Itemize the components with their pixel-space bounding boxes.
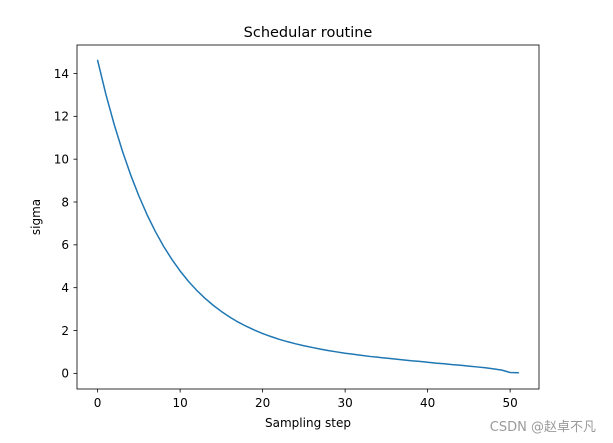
y-tick-label: 4: [61, 281, 69, 295]
x-tick-label: 10: [172, 396, 187, 410]
x-axis-label: Sampling step: [265, 416, 351, 430]
y-axis-label: sigma: [29, 199, 43, 235]
y-tick-label: 10: [54, 152, 69, 166]
axes-frame: [76, 44, 540, 390]
y-tick-label: 14: [54, 67, 69, 81]
x-tick-label: 30: [337, 396, 352, 410]
y-tick-label: 6: [61, 238, 69, 252]
sigma-series-line: [96, 59, 520, 374]
y-tick-label: 2: [61, 324, 69, 338]
x-axis: 0 10 20 30 40 50: [94, 389, 518, 410]
y-tick-label: 12: [54, 110, 69, 124]
chart-title: Schedular routine: [244, 25, 373, 41]
y-tick-label: 0: [61, 367, 69, 381]
x-tick-label: 40: [420, 396, 435, 410]
y-tick-label: 8: [61, 195, 69, 209]
y-axis: 0 2 4 6 8 10 12 14: [54, 67, 77, 381]
x-tick-label: 0: [94, 396, 102, 410]
x-tick-label: 50: [502, 396, 517, 410]
watermark: CSDN @赵卓不凡: [489, 420, 596, 435]
x-tick-label: 20: [255, 396, 270, 410]
